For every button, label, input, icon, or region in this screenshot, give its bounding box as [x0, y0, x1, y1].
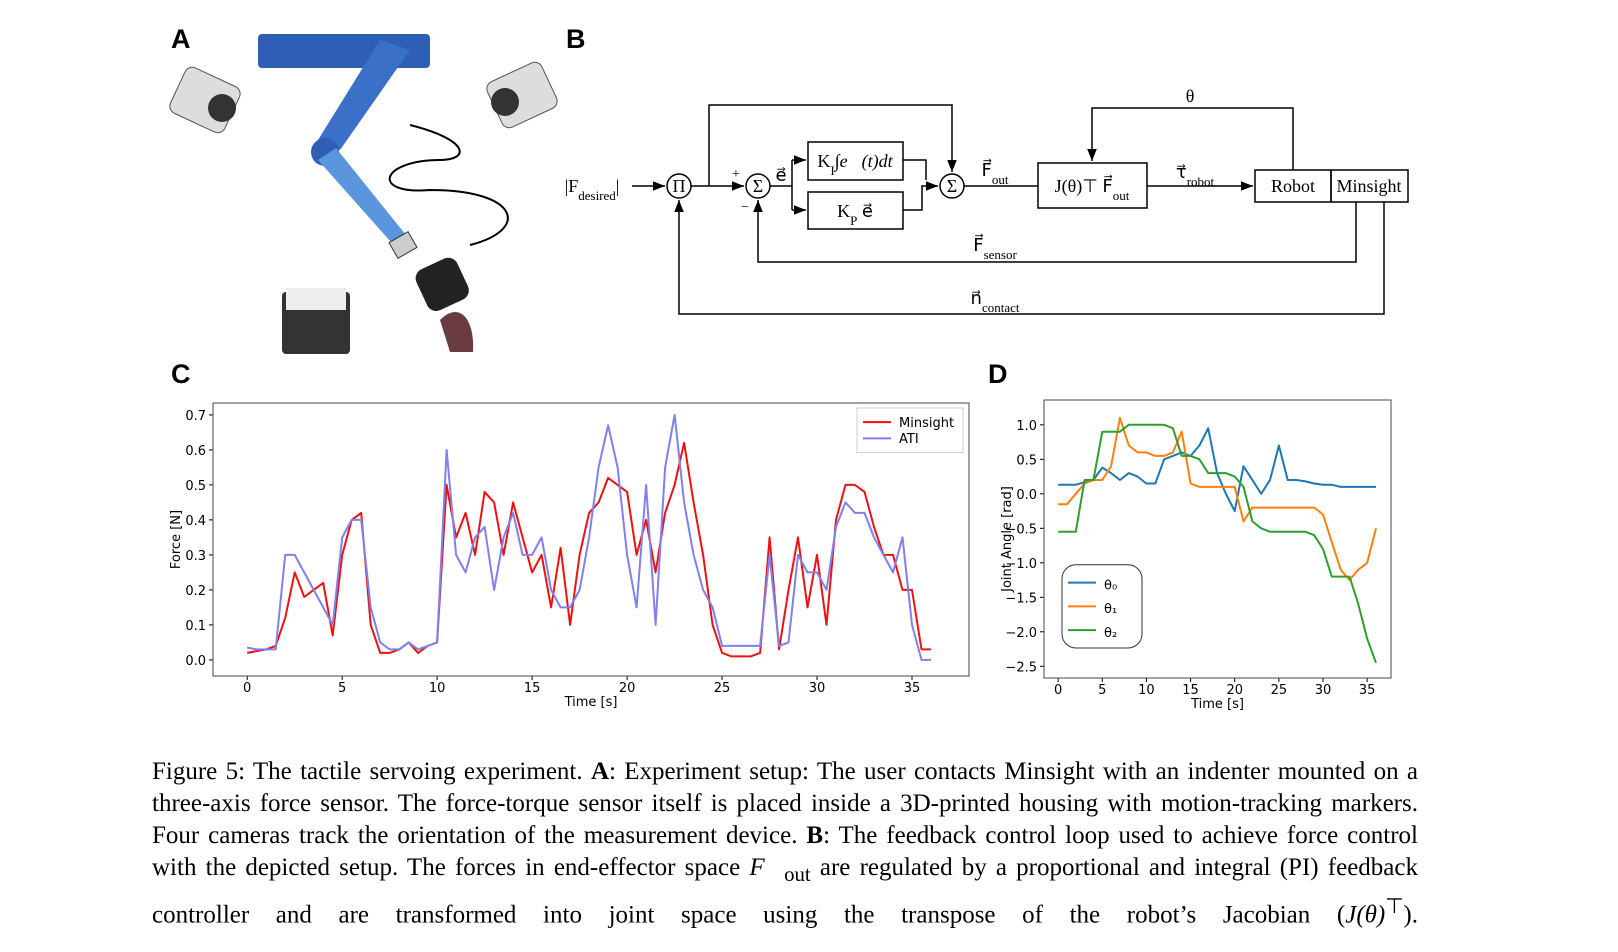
node: Σ: [947, 176, 957, 196]
y-tick-label: 0.0: [1016, 488, 1037, 503]
y-tick-label: −1.5: [1005, 591, 1037, 606]
legend-box: [1061, 564, 1143, 649]
chart: 0 5 10 15 20 25 30 35 1.0 0.5 0.0 −0.5 −1.0 −1.5 −2.0 −…: [1000, 399, 1392, 712]
series-line: [247, 441, 931, 658]
plot-frame: [1043, 399, 1392, 679]
label: |Fdesired|: [565, 176, 620, 203]
y-tick-label: 0.5: [185, 479, 206, 494]
panel-label: C: [171, 359, 191, 389]
x-tick-label: 20: [619, 681, 636, 696]
block: J(θ)⊤ F⃗out: [1055, 175, 1130, 203]
y-tick-label: 0.2: [185, 584, 206, 599]
node: Σ: [753, 176, 763, 196]
y-tick-label: 1.0: [1016, 419, 1037, 434]
caption-text: Figure 5: The tactile servoing experimen…: [152, 758, 591, 785]
legend-label: ATI: [899, 432, 919, 447]
block: KP e⃗: [837, 201, 873, 228]
legend-box: [856, 407, 964, 453]
x-tick-label: 15: [524, 681, 541, 696]
x-tick-label: 0: [243, 681, 251, 696]
caption: Figure 5: The tactile servoing experimen…: [152, 756, 1418, 931]
block: Minsight: [1336, 176, 1401, 196]
y-tick-label: −1.0: [1005, 557, 1037, 572]
x-axis-label: Time [s]: [1190, 697, 1244, 712]
x-tick-label: 25: [1271, 683, 1288, 698]
legend-label: θ₁: [1104, 602, 1117, 617]
y-tick-label: 0.0: [185, 654, 206, 669]
caption-math: ⊤: [1385, 894, 1404, 918]
y-axis-label: Joint Angle [rad]: [1000, 486, 1015, 593]
y-tick-label: 0.1: [185, 619, 206, 634]
label: τ⃗robot: [1176, 162, 1215, 189]
caption-text: : Experiment setup: The user contacts Mi…: [152, 758, 1418, 849]
y-tick-label: 0.5: [1016, 453, 1037, 468]
x-axis-label: Time [s]: [564, 695, 618, 710]
label: F⃗sensor: [973, 234, 1017, 262]
node: Π: [673, 176, 686, 196]
y-tick-label: −2.5: [1005, 660, 1037, 675]
x-tick-label: 5: [338, 681, 346, 696]
caption-bold: B: [806, 822, 824, 849]
series-line: [1058, 423, 1377, 664]
x-tick-label: 15: [1182, 683, 1199, 698]
figure: A B C D θ |Fdesired| Π Σ Σ + − e⃗ KI∫e⃗(…: [169, 24, 1409, 712]
x-tick-label: 10: [429, 681, 446, 696]
x-tick-label: 0: [1054, 683, 1062, 698]
caption-text: : The feedback control loop used to achi…: [152, 822, 1418, 881]
y-tick-label: −2.0: [1005, 626, 1037, 641]
caption-math: F⃗: [749, 854, 785, 881]
block: KI∫e⃗(t)dt: [817, 151, 893, 178]
series-line: [1058, 416, 1377, 581]
caption-math: out: [784, 862, 811, 886]
legend-label: θ₂: [1104, 626, 1117, 641]
x-tick-label: 30: [809, 681, 826, 696]
x-tick-label: 20: [1226, 683, 1243, 698]
x-tick-label: 25: [714, 681, 731, 696]
label: F⃗out: [982, 159, 1009, 187]
caption-text: are regulated by a proportional and inte…: [152, 854, 1418, 929]
caption-bold: A: [590, 758, 610, 785]
y-axis-label: Force [N]: [169, 510, 184, 569]
x-tick-label: 30: [1315, 683, 1332, 698]
y-tick-label: 0.6: [185, 444, 206, 459]
x-tick-label: 35: [904, 681, 921, 696]
control-diagram: [632, 104, 1409, 315]
y-tick-label: 0.3: [185, 549, 206, 564]
label: e⃗: [775, 165, 786, 185]
block: Robot: [1271, 176, 1315, 196]
setup-illustration: [169, 34, 558, 354]
sign: −: [741, 200, 749, 215]
x-tick-label: 35: [1359, 683, 1376, 698]
y-tick-label: 0.4: [185, 514, 206, 529]
panel-label: A: [171, 24, 191, 54]
diagram-labels: θ |Fdesired| Π Σ Σ + − e⃗ KI∫e⃗(t)dt KP …: [565, 86, 1402, 315]
x-tick-label: 5: [1098, 683, 1106, 698]
label: θ: [1186, 86, 1195, 106]
chart: 0 5 10 15 20 25 30 35 0.0 0.1 0.2 0.3 0.4 0.5 0.6 0.7 Ti…: [169, 402, 970, 710]
label: n⃗contact: [971, 288, 1020, 315]
caption-text: ).: [1403, 901, 1418, 929]
x-tick-label: 10: [1138, 683, 1155, 698]
series-line: [1058, 427, 1376, 513]
plot-frame: [212, 402, 970, 677]
legend-label: θ₀: [1104, 578, 1117, 593]
charts: 0 5 10 15 20 25 30 35 0.0 0.1 0.2 0.3 0.4 0.5 0.6 0.7 Ti…: [169, 399, 1392, 712]
panel-label: B: [566, 24, 586, 54]
series-line: [247, 413, 931, 661]
caption-math: J(θ): [1345, 901, 1386, 929]
y-tick-label: −0.5: [1005, 522, 1037, 537]
y-tick-label: 0.7: [185, 409, 206, 424]
sign: +: [732, 167, 740, 182]
panel-label: D: [988, 359, 1008, 389]
legend-label: Minsight: [899, 416, 954, 431]
